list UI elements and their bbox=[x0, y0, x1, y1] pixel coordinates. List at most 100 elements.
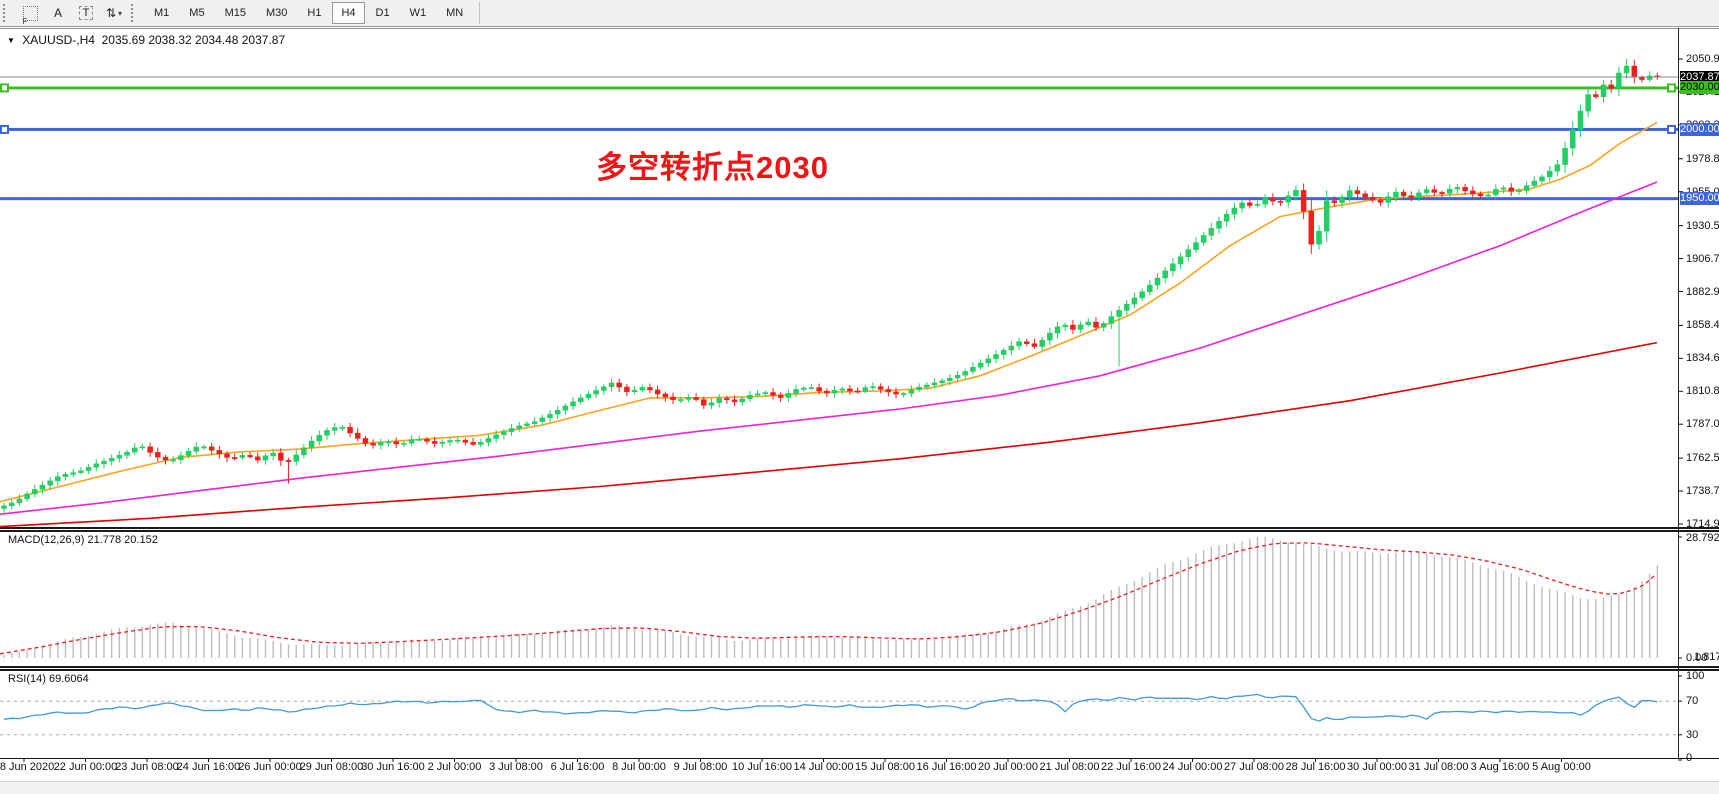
candle bbox=[1170, 263, 1176, 272]
pane-divider[interactable] bbox=[0, 527, 1719, 529]
text-box-button[interactable]: T bbox=[74, 3, 98, 23]
candle bbox=[339, 427, 346, 429]
candle bbox=[1577, 110, 1584, 130]
candle bbox=[900, 393, 907, 395]
candle bbox=[608, 382, 615, 387]
fast-ma-line bbox=[0, 121, 1658, 503]
time-axis-label: 22 Jul 16:00 bbox=[1101, 761, 1161, 773]
candle bbox=[1039, 339, 1045, 347]
price-tick-label: 1762.50 bbox=[1686, 452, 1719, 465]
candle bbox=[1308, 211, 1315, 245]
time-axis-label: 16 Jul 16:00 bbox=[916, 761, 977, 773]
horizontal-line-2030[interactable] bbox=[0, 86, 1678, 90]
chart-symbol-period: XAUUSD-,H4 bbox=[22, 33, 95, 47]
price-tick-label: 1882.90 bbox=[1686, 285, 1719, 298]
candle bbox=[1485, 194, 1491, 197]
time-axis-label: 31 Jul 08:00 bbox=[1408, 761, 1469, 773]
candle bbox=[1462, 187, 1468, 192]
slow-ma-line bbox=[0, 341, 1658, 528]
candle bbox=[501, 431, 507, 436]
candle bbox=[824, 390, 830, 394]
arrows-icon: ⇅ bbox=[105, 6, 117, 20]
candle bbox=[370, 443, 376, 446]
timeframe-button-w1[interactable]: W1 bbox=[409, 7, 427, 19]
timeframe-button-m5[interactable]: M5 bbox=[189, 7, 205, 19]
candle bbox=[493, 434, 499, 439]
toolbar-drag-handle[interactable] bbox=[131, 4, 139, 22]
candle bbox=[47, 480, 53, 486]
collapse-triangle-icon[interactable]: ▼ bbox=[7, 36, 15, 45]
time-axis-label: 21 Jul 08:00 bbox=[1039, 761, 1100, 773]
snap-grid-button[interactable]: F bbox=[18, 3, 42, 26]
candle bbox=[1024, 341, 1030, 344]
timeframe-button-m15[interactable]: M15 bbox=[224, 7, 246, 19]
candle bbox=[1500, 187, 1507, 190]
candle bbox=[1370, 197, 1376, 201]
candle bbox=[793, 389, 799, 394]
candle bbox=[478, 441, 484, 445]
line-anchor-handle[interactable] bbox=[1667, 124, 1676, 134]
candle bbox=[639, 387, 646, 391]
candle bbox=[1439, 192, 1445, 194]
line-anchor-handle[interactable] bbox=[0, 124, 9, 134]
candle bbox=[654, 389, 661, 395]
timeframe-button-h4[interactable]: H4 bbox=[332, 2, 365, 24]
cycle-lines-button[interactable]: ⇅ ▾ bbox=[102, 3, 126, 23]
timeframe-toolbar: M1 M5 M15 M30 H1 H4 D1 W1 MN bbox=[144, 2, 473, 24]
candle bbox=[1516, 190, 1522, 193]
candle bbox=[1454, 187, 1461, 190]
candle bbox=[893, 391, 899, 395]
chart-annotation-text[interactable]: 多空转折点2030 bbox=[596, 150, 829, 185]
candle bbox=[170, 459, 176, 462]
candle bbox=[885, 389, 892, 393]
candle bbox=[1585, 94, 1591, 112]
candle bbox=[593, 390, 599, 395]
candle bbox=[208, 446, 215, 451]
timeframe-button-m30[interactable]: M30 bbox=[265, 7, 288, 19]
time-axis-label: 29 Jun 08:00 bbox=[299, 761, 364, 773]
candle bbox=[754, 393, 761, 396]
timeframe-button-mn[interactable]: MN bbox=[446, 7, 464, 19]
letter-a-icon: A bbox=[53, 6, 62, 20]
toolbar-drag-handle[interactable] bbox=[3, 4, 11, 22]
text-box-icon: T bbox=[78, 6, 94, 20]
price-tick-label: 1978.80 bbox=[1686, 152, 1719, 165]
candle bbox=[1193, 242, 1199, 250]
candle bbox=[1277, 200, 1284, 203]
candle bbox=[347, 427, 353, 434]
time-axis-label: 3 Aug 16:00 bbox=[1470, 761, 1530, 773]
candle bbox=[1054, 326, 1061, 334]
macd-scale-zero-label: 0.00 bbox=[1686, 652, 1708, 664]
candle bbox=[508, 428, 515, 432]
candle bbox=[324, 430, 330, 436]
candle bbox=[470, 442, 476, 445]
candle bbox=[331, 427, 338, 431]
candle bbox=[747, 394, 753, 399]
candle bbox=[731, 399, 738, 403]
candle bbox=[801, 387, 807, 390]
hline-price-box: 2030.00 bbox=[1680, 81, 1719, 95]
price-tick-label: 1787.00 bbox=[1686, 418, 1719, 431]
candle bbox=[1108, 316, 1115, 324]
candle bbox=[1316, 230, 1322, 245]
candle bbox=[1423, 189, 1430, 194]
time-axis-label: 3 Jul 08:00 bbox=[489, 761, 543, 773]
candle bbox=[1570, 129, 1576, 149]
line-anchor-handle[interactable] bbox=[1667, 83, 1676, 93]
text-label-button[interactable]: A bbox=[46, 3, 70, 23]
horizontal-line-1950[interactable] bbox=[0, 197, 1678, 201]
time-axis-label: 24 Jul 00:00 bbox=[1162, 761, 1223, 773]
timeframe-button-m1[interactable]: M1 bbox=[154, 7, 170, 19]
timeframe-button-h1[interactable]: H1 bbox=[307, 7, 322, 19]
candle bbox=[847, 388, 853, 392]
timeframe-button-d1[interactable]: D1 bbox=[375, 7, 390, 19]
candle bbox=[1623, 65, 1630, 74]
candle bbox=[724, 398, 730, 401]
candle bbox=[293, 454, 299, 462]
candle bbox=[1546, 170, 1553, 178]
horizontal-line-2000[interactable] bbox=[0, 127, 1678, 131]
pane-divider[interactable] bbox=[0, 666, 1719, 668]
candle bbox=[1016, 341, 1022, 347]
line-anchor-handle[interactable] bbox=[0, 83, 9, 93]
